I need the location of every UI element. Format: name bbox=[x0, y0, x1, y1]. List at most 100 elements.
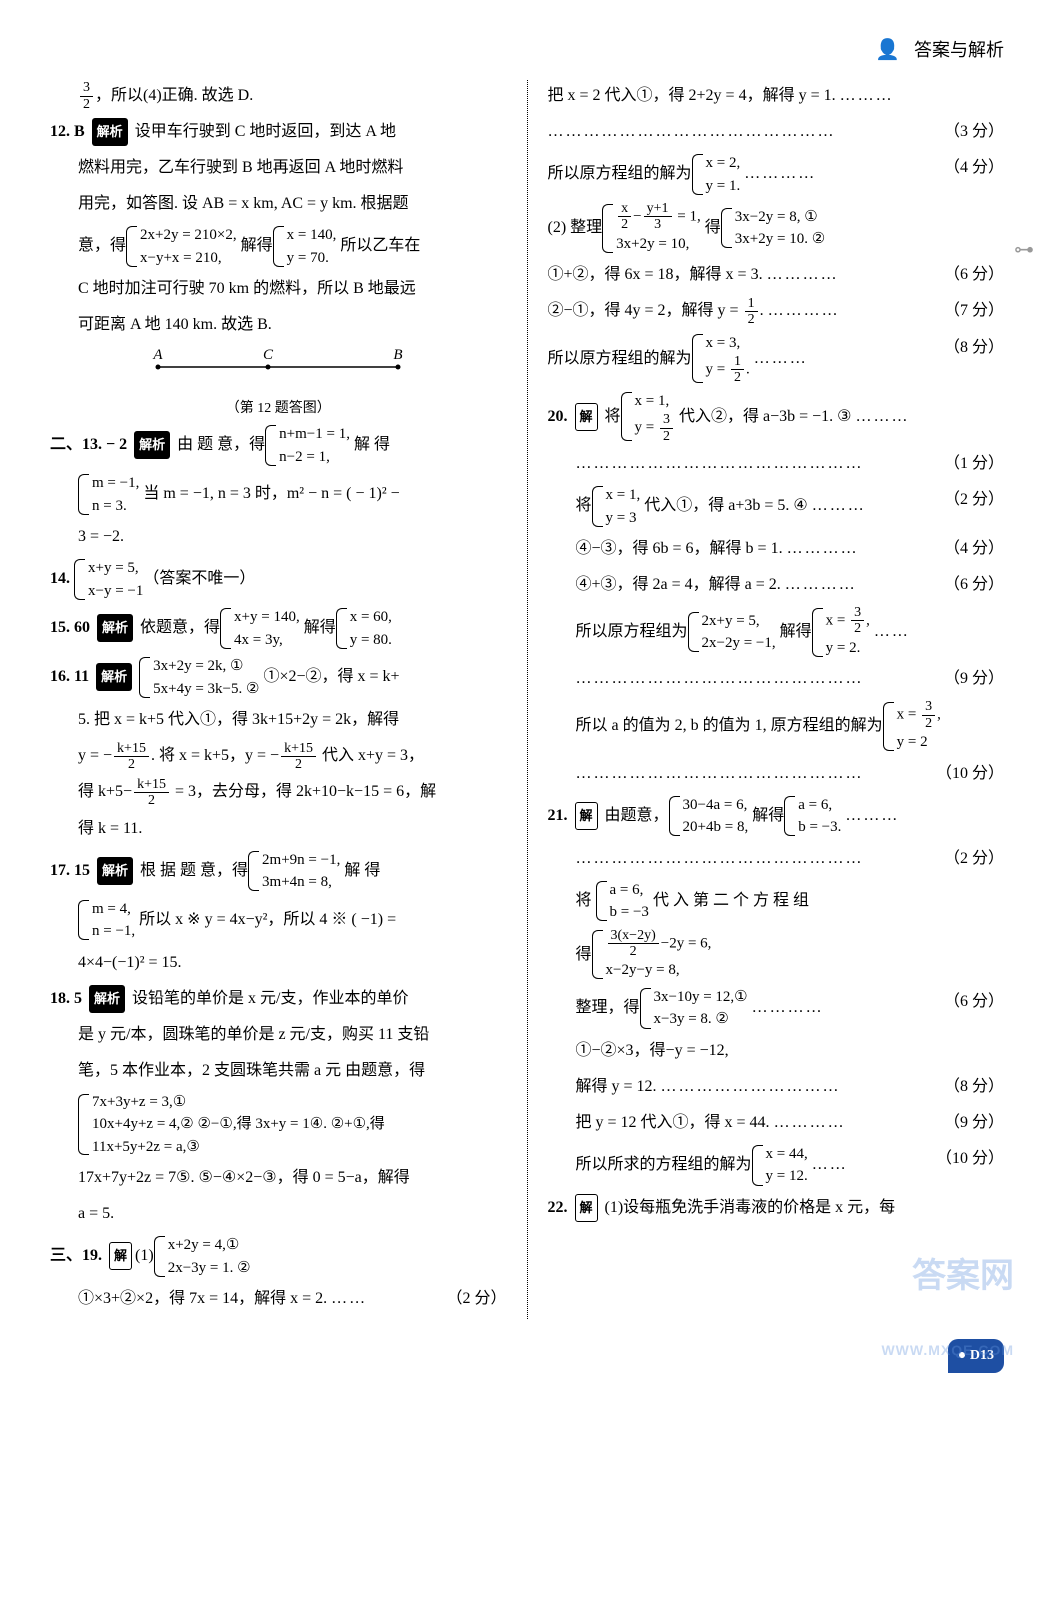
svg-text:C: C bbox=[263, 347, 274, 363]
svg-text:B: B bbox=[394, 347, 403, 363]
question-number: 14. bbox=[50, 563, 70, 595]
column-divider bbox=[527, 80, 528, 1319]
text: 17x+7y+2z = 7⑤. ⑤−④×2−③，得 0 = 5−a，解得 bbox=[50, 1162, 507, 1194]
text: ①+②，得 6x = 18，解得 x = 3. ………… （6 分） bbox=[548, 259, 1005, 291]
solution-tag: 解 bbox=[109, 1242, 132, 1270]
score: （2 分） bbox=[446, 1283, 506, 1315]
score: （1 分） bbox=[944, 448, 1004, 480]
diagram-caption: （第 12 题答图） bbox=[50, 395, 507, 423]
text: ①×3+②×2，得 7x = 14，解得 x = 2. …… （2 分） bbox=[50, 1283, 507, 1315]
q14: 14. x+y = 5,x−y = −1（答案不唯一） bbox=[50, 557, 507, 602]
text: a = 5. bbox=[50, 1198, 507, 1230]
header-title: 答案与解析 bbox=[914, 32, 1004, 68]
question-number: 18. 5 bbox=[50, 983, 82, 1015]
section-number: 三、19. bbox=[50, 1240, 102, 1272]
solution-tag: 解 bbox=[575, 802, 598, 830]
q18: 18. 5 解析 设铅笔的单价是 x 元/支，作业本的单价 bbox=[50, 983, 507, 1015]
section-number: 二、13. − 2 bbox=[50, 429, 127, 461]
question-number: 20. bbox=[548, 401, 568, 433]
page-header: 👤 答案与解析 bbox=[50, 30, 1004, 70]
score: （4 分） bbox=[944, 152, 1004, 184]
text: 3 = −2. bbox=[50, 521, 507, 553]
question-number: 22. bbox=[548, 1192, 568, 1224]
analysis-tag: 解析 bbox=[97, 614, 133, 642]
text: 所以所求的方程组的解为x = 44,y = 12. …… （10 分） bbox=[548, 1143, 1005, 1188]
text: 把 y = 12 代入①，得 x = 44. ………… （9 分） bbox=[548, 1107, 1005, 1139]
text: C 地时加注可行驶 70 km 的燃料，所以 B 地最远 bbox=[50, 273, 507, 305]
question-number: 12. B bbox=[50, 116, 85, 148]
score: （10 分） bbox=[936, 758, 1004, 790]
analysis-tag: 解析 bbox=[92, 118, 128, 146]
score: （3 分） bbox=[944, 116, 1004, 148]
score: （6 分） bbox=[944, 986, 1004, 1018]
score: （2 分） bbox=[944, 843, 1004, 875]
key-icon: ⊶ bbox=[1014, 230, 1034, 270]
score: （8 分） bbox=[944, 332, 1004, 364]
text: m = 4,n = −1, 所以 x ※ y = 4x−y²，所以 4 ※ ( … bbox=[50, 898, 507, 943]
right-column: ⊶ 把 x = 2 代入①，得 2+2y = 4，解得 y = 1. ……… …… bbox=[548, 80, 1005, 1319]
text: ④+③，得 2a = 4，解得 a = 2. ………… （6 分） bbox=[548, 569, 1005, 601]
q22: 22. 解 (1)设每瓶免洗手消毒液的价格是 x 元，每 bbox=[548, 1192, 1005, 1224]
text: 是 y 元/本，圆珠笔的单价是 z 元/支，购买 11 支铅 bbox=[50, 1019, 507, 1051]
text: ②−①，得 4y = 2，解得 y = 12. ………… （7 分） bbox=[548, 295, 1005, 327]
text: 把 x = 2 代入①，得 2+2y = 4，解得 y = 1. ……… bbox=[548, 80, 1005, 112]
text: 用完，如答图. 设 AB = x km, AC = y km. 根据题 bbox=[50, 188, 507, 220]
text: 得 k = 11. bbox=[50, 813, 507, 845]
text: 所以原方程组为2x+y = 5,2x−2y = −1, 解得x = 32,y =… bbox=[548, 605, 1005, 659]
svg-text:A: A bbox=[153, 347, 164, 363]
text: 意，得2x+2y = 210×2,x−y+x = 210, 解得x = 140,… bbox=[50, 224, 507, 269]
page-number-badge: ● D13 bbox=[948, 1339, 1004, 1373]
text: 可距离 A 地 140 km. 故选 B. bbox=[50, 309, 507, 341]
analysis-tag: 解析 bbox=[89, 985, 125, 1013]
text: ………………………………………… （3 分） bbox=[548, 116, 1005, 148]
text: ④−③，得 6b = 6，解得 b = 1. ………… （4 分） bbox=[548, 533, 1005, 565]
score: （9 分） bbox=[944, 663, 1004, 695]
text: y = −k+152. 将 x = k+5，y = −k+152 代入 x+y … bbox=[50, 740, 507, 772]
two-column-layout: 32，所以(4)正确. 故选 D. 12. B 解析 设甲车行驶到 C 地时返回… bbox=[50, 80, 1004, 1319]
q13: 二、13. − 2 解析 由 题 意，得n+m−1 = 1,n−2 = 1, 解… bbox=[50, 423, 507, 468]
q19: 三、19. 解(1)x+2y = 4,①2x−3y = 1. ② bbox=[50, 1234, 507, 1279]
page-footer: 答案网 WWW.MXQE.COM ● D13 bbox=[50, 1339, 1004, 1373]
q12: 12. B 解析 设甲车行驶到 C 地时返回，到达 A 地 bbox=[50, 116, 507, 148]
score: （7 分） bbox=[944, 295, 1004, 327]
text: 得3(x−2y)2−2y = 6,x−2y−y = 8, bbox=[548, 928, 1005, 982]
score: （8 分） bbox=[944, 1071, 1004, 1103]
question-number: 17. 15 bbox=[50, 855, 90, 887]
text: 将x = 1,y = 3 代入①，得 a+3b = 5. ④ ……… （2 分） bbox=[548, 484, 1005, 529]
score: （6 分） bbox=[944, 259, 1004, 291]
text: 4×4−(−1)² = 15. bbox=[50, 947, 507, 979]
q15: 15. 60 解析 依题意，得x+y = 140,4x = 3y, 解得x = … bbox=[50, 606, 507, 651]
text: 得 k+5−k+152 = 3，去分母，得 2k+10−k−15 = 6，解 bbox=[50, 776, 507, 808]
text: m = −1,n = 3. 当 m = −1, n = 3 时，m² − n =… bbox=[50, 472, 507, 517]
score: （6 分） bbox=[944, 569, 1004, 601]
question-number: 21. bbox=[548, 800, 568, 832]
text: 32，所以(4)正确. 故选 D. bbox=[50, 80, 507, 112]
line-diagram: A C B bbox=[138, 347, 418, 377]
text: ………………………………………… （2 分） bbox=[548, 843, 1005, 875]
q12-diagram: A C B bbox=[50, 347, 507, 389]
q16: 16. 11 解析 3x+2y = 2k, ①5x+4y = 3k−5. ② ①… bbox=[50, 655, 507, 700]
question-number: 16. 11 bbox=[50, 661, 89, 693]
text: 所以原方程组的解为x = 2,y = 1. ………… （4 分） bbox=[548, 152, 1005, 197]
text: 所以原方程组的解为x = 3,y = 12. ……… （8 分） bbox=[548, 332, 1005, 386]
text: ………………………………………… （9 分） bbox=[548, 663, 1005, 695]
text: 燃料用完，乙车行驶到 B 地再返回 A 地时燃料 bbox=[50, 152, 507, 184]
text: ………………………………………… （1 分） bbox=[548, 448, 1005, 480]
score: （4 分） bbox=[944, 533, 1004, 565]
score: （10 分） bbox=[936, 1143, 1004, 1175]
text: 整理，得3x−10y = 12,①x−3y = 8. ② ………… （6 分） bbox=[548, 986, 1005, 1031]
q20: 20. 解 将x = 1,y = 32 代入②，得 a−3b = −1. ③ …… bbox=[548, 390, 1005, 444]
person-icon: 👤 bbox=[875, 30, 900, 70]
solution-tag: 解 bbox=[575, 1194, 598, 1222]
text: 解得 y = 12. ………………………… （8 分） bbox=[548, 1071, 1005, 1103]
q21: 21. 解 由题意，30−4a = 6,20+4b = 8, 解得a = 6,b… bbox=[548, 794, 1005, 839]
text: ①−②×3，得−y = −12, bbox=[548, 1035, 1005, 1067]
score: （2 分） bbox=[944, 484, 1004, 516]
left-column: 32，所以(4)正确. 故选 D. 12. B 解析 设甲车行驶到 C 地时返回… bbox=[50, 80, 507, 1319]
question-number: 15. 60 bbox=[50, 612, 90, 644]
text: 5. 把 x = k+5 代入①，得 3k+15+2y = 2k，解得 bbox=[50, 704, 507, 736]
text: 所以 a 的值为 2, b 的值为 1, 原方程组的解为x = 32,y = 2 bbox=[548, 699, 1005, 753]
q17: 17. 15 解析 根 据 题 意，得2m+9n = −1,3m+4n = 8,… bbox=[50, 849, 507, 894]
text: (2) 整理x2−y+13 = 1,3x+2y = 10, 得3x−2y = 8… bbox=[548, 201, 1005, 255]
text: 笔，5 本作业本，2 支圆珠笔共需 a 元 由题意，得 bbox=[50, 1055, 507, 1087]
